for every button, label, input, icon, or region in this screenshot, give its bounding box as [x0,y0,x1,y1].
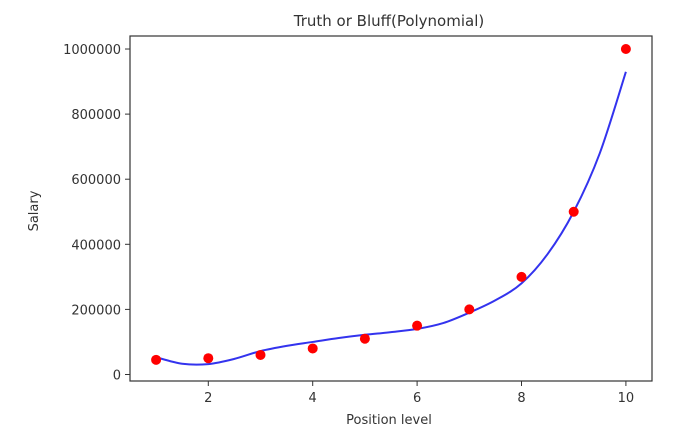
y-axis-label: Salary [27,190,42,231]
data-point [307,343,318,354]
plot-frame [129,35,653,382]
data-point [464,304,475,315]
y-tick-label: 1000000 [63,43,121,58]
data-point [568,206,579,217]
x-axis-label: Position level [346,413,432,428]
x-axis: 2 4 6 8 10 [204,381,634,406]
y-axis: 0 200000 400000 600000 800000 1000000 [63,43,130,383]
curve-layer [155,71,627,366]
points-layer [151,44,631,365]
data-point [412,320,423,331]
x-tick-label: 4 [309,391,317,406]
regression-curve [155,71,627,366]
x-tick-label: 6 [413,391,421,406]
x-tick-label: 10 [618,391,635,406]
y-tick-label: 800000 [71,108,121,123]
y-tick-label: 0 [113,368,121,383]
x-tick-label: 2 [204,391,212,406]
data-point [203,353,214,364]
data-point [255,349,266,360]
x-tick-label: 8 [517,391,525,406]
data-point [151,354,162,365]
data-point [516,271,527,282]
y-tick-label: 200000 [71,303,121,318]
y-tick-label: 400000 [71,238,121,253]
data-point [620,44,631,55]
chart-title: Truth or Bluff(Polynomial) [293,12,484,30]
y-tick-label: 600000 [71,173,121,188]
data-point [359,333,370,344]
